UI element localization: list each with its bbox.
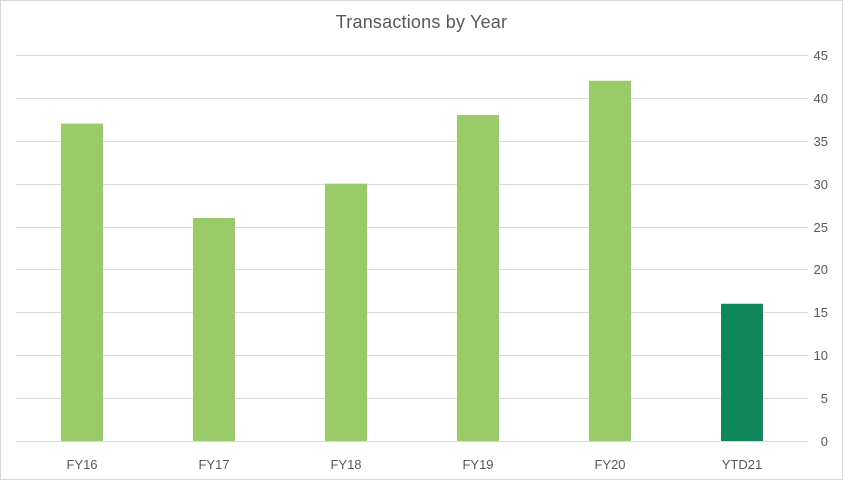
- x-tick-label: FY20: [594, 457, 625, 472]
- bar-fy20: [589, 80, 631, 441]
- y-tick-label: 25: [814, 220, 828, 235]
- bar-fy19: [457, 115, 499, 442]
- y-tick-label: 30: [814, 177, 828, 192]
- x-tick-label: YTD21: [722, 457, 762, 472]
- bar-ytd21: [721, 303, 763, 441]
- bars: [61, 80, 763, 442]
- y-tick-label: 35: [814, 134, 828, 149]
- chart-title: Transactions by Year: [335, 12, 508, 32]
- y-tick-label: 15: [814, 305, 828, 320]
- y-tick-label: 0: [821, 434, 828, 449]
- x-tick-label: FY16: [66, 457, 97, 472]
- y-tick-label: 20: [814, 262, 828, 277]
- y-tick-label: 40: [814, 91, 828, 106]
- bar-fy16: [61, 123, 103, 441]
- bar-fy17: [193, 217, 235, 441]
- gridlines: [16, 55, 808, 442]
- x-tick-label: FY19: [462, 457, 493, 472]
- x-tick-label: FY18: [330, 457, 361, 472]
- y-tick-label: 5: [821, 391, 828, 406]
- y-tick-label: 10: [814, 348, 828, 363]
- bar-fy18: [325, 183, 367, 441]
- x-tick-label: FY17: [198, 457, 229, 472]
- axes: 0 5 10 15 20 25 30 35 40 45 FY16 FY17 FY18 FY19 FY20 YT…: [66, 48, 828, 472]
- y-tick-label: 45: [814, 48, 828, 63]
